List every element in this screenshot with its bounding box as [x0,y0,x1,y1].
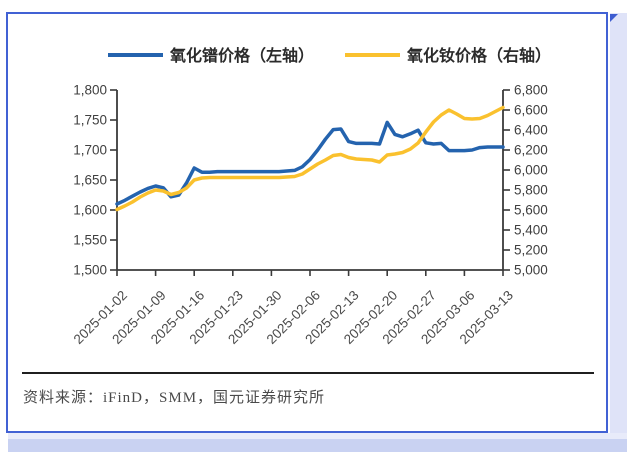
page-edge-right [610,13,627,433]
footer-divider [22,372,594,374]
left-tick-label: 1,750 [73,113,107,128]
series-line-neodymium [115,105,505,212]
left-tick-label: 1,600 [73,203,107,218]
right-axis-ticks: 6,800 6,600 6,400 6,200 6,000 5,800 5,600 5,400… [503,83,548,278]
source-text: 资料来源：iFinD，SMM，国元证券研究所 [23,390,326,406]
right-tick-label: 6,000 [514,163,548,178]
figure-frame [6,12,608,433]
left-axis-ticks: 1,800 1,750 1,700 1,650 1,600 1,550 1,500 [73,83,117,278]
right-tick-label: 5,400 [514,223,548,238]
axes [116,90,504,271]
x-axis-ticks: 2025-01-022025-01-092025-01-162025-01-23… [71,270,516,347]
right-tick-label: 5,600 [514,203,548,218]
left-tick-label: 1,700 [73,143,107,158]
left-tick-label: 1,650 [73,173,107,188]
left-tick-label: 1,800 [73,83,107,98]
left-tick-label: 1,500 [73,263,107,278]
right-tick-label: 6,200 [514,143,548,158]
left-tick-label: 1,550 [73,233,107,248]
right-tick-label: 6,400 [514,123,548,138]
right-tick-label: 5,000 [514,263,548,278]
right-tick-label: 6,600 [514,103,548,118]
corner-mark-icon [610,14,618,22]
right-tick-label: 5,200 [514,243,548,258]
right-tick-label: 6,800 [514,83,548,98]
page-edge-bottom [8,439,627,452]
page-edge-bottom-light [8,433,627,439]
right-tick-label: 5,800 [514,183,548,198]
legend: 氧化镨价格（左轴） 氧化钕价格（右轴） [108,46,551,65]
legend-label-praseodymium: 氧化镨价格（左轴） [169,46,314,65]
legend-label-neodymium: 氧化钕价格（右轴） [406,46,551,65]
series-lines [115,105,505,212]
